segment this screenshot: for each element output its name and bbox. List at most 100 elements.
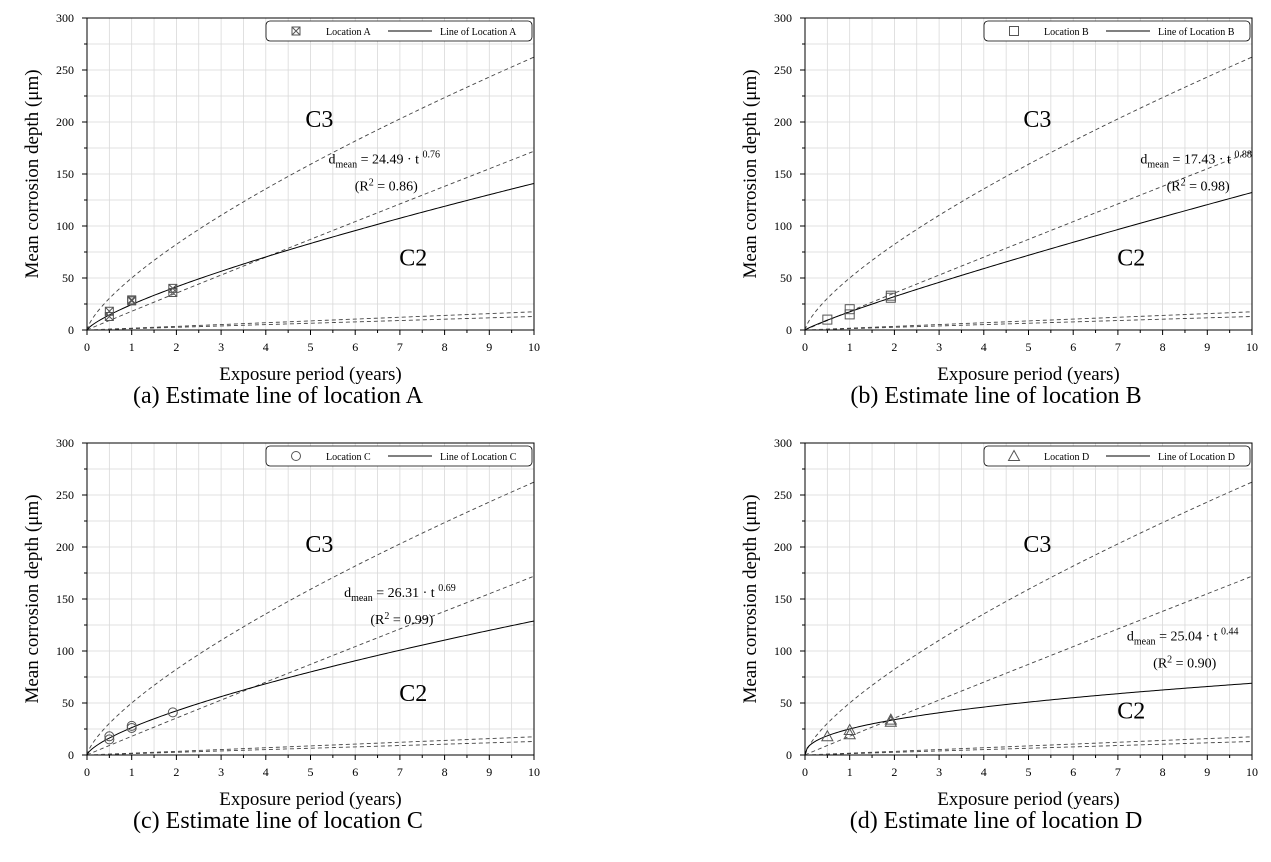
equation-symbol: d	[1127, 630, 1134, 645]
y-axis-label: Mean corrosion depth (μm)	[740, 69, 761, 278]
zone-label-c3: C3	[305, 532, 333, 558]
x-tick-label: 5	[308, 765, 314, 779]
x-tick-label: 9	[486, 765, 492, 779]
r2-close: = 0.90)	[1172, 657, 1216, 672]
equation-subscript: mean	[335, 160, 357, 171]
chart-panel-c: 0 1 2 3 4 5 6 7 8 9 10 0 50 100 150 200 250 300 Exposure p…	[0, 425, 620, 850]
category-boundary-line	[87, 311, 534, 330]
y-tick-label: 50	[62, 696, 74, 710]
data-point	[884, 715, 898, 727]
zone-label-c2: C2	[1117, 246, 1145, 272]
y-tick-label: 100	[56, 219, 74, 233]
x-tick-label: 1	[847, 765, 853, 779]
legend-marker	[291, 26, 301, 36]
plot-area	[805, 481, 1252, 755]
data-point	[821, 729, 834, 742]
equation-exponent: 0.44	[1221, 627, 1239, 638]
equation-subscript: mean	[1134, 637, 1156, 648]
equation-subscript: mean	[351, 593, 373, 604]
r2-open: (R	[1153, 657, 1168, 672]
y-tick-label: 0	[68, 748, 74, 762]
r2-annotation: (R2 = 0.86)	[355, 178, 418, 195]
r2-superscript: 2	[1167, 655, 1172, 666]
x-tick-label: 5	[308, 340, 314, 354]
x-tick-label: 4	[263, 765, 269, 779]
x-tick-label: 2	[173, 765, 179, 779]
zone-label-c2: C2	[399, 681, 427, 707]
chart-panel-a: 0 1 2 3 4 5 6 7 8 9 10 0 50 100 150 200 250 300 Exposure p…	[0, 0, 620, 425]
legend-marker	[1009, 26, 1019, 36]
x-tick-label: 5	[1026, 340, 1032, 354]
legend: Location C Line of Location C	[265, 445, 533, 467]
grid	[87, 18, 534, 330]
x-tick-label: 1	[129, 340, 135, 354]
r2-annotation: (R2 = 0.98)	[1167, 178, 1230, 195]
data-point	[843, 727, 857, 740]
x-tick-label: 0	[84, 765, 90, 779]
x-tick-label: 8	[1160, 340, 1166, 354]
y-tick-label: 0	[68, 323, 74, 337]
equation-symbol: d	[328, 153, 335, 168]
legend-label-line: Line of Location D	[1158, 452, 1235, 463]
r2-annotation: (R2 = 0.90)	[1153, 655, 1216, 672]
category-boundary-line	[87, 316, 534, 330]
equation-body: = 26.31 · t	[373, 586, 438, 601]
equation-symbol: d	[1140, 153, 1147, 168]
grid	[87, 443, 534, 755]
equation-annotation: dmean = 17.43 · t 0.88	[1140, 150, 1252, 171]
y-tick-label: 200	[56, 115, 74, 129]
category-boundary-line	[805, 736, 1252, 755]
y-tick-label: 250	[56, 63, 74, 77]
plot-area	[87, 56, 534, 330]
data-point	[104, 306, 114, 316]
r2-open: (R	[1167, 180, 1182, 195]
zone-label-c2: C2	[399, 246, 427, 272]
x-tick-label: 10	[1246, 765, 1258, 779]
equation-body: = 25.04 · t	[1156, 630, 1221, 645]
r2-annotation: (R2 = 0.99)	[370, 611, 433, 628]
x-tick-label: 7	[1115, 765, 1121, 779]
zone-label-c3: C3	[1023, 107, 1051, 133]
ticks	[800, 442, 1253, 760]
equation-exponent: 0.88	[1234, 150, 1252, 161]
category-boundary-line	[87, 150, 534, 330]
data-point	[127, 296, 137, 306]
y-tick-label: 50	[780, 271, 792, 285]
x-tick-label: 9	[1204, 765, 1210, 779]
caption-d: (d) Estimate line of location D	[849, 808, 1143, 834]
equation-exponent: 0.76	[423, 150, 441, 161]
data-point	[104, 731, 115, 742]
equation-body: = 24.49 · t	[357, 153, 422, 168]
y-tick-label: 300	[774, 436, 792, 450]
x-tick-label: 2	[891, 340, 897, 354]
data-point	[885, 290, 896, 301]
y-tick-label: 50	[62, 271, 74, 285]
fitted-line	[87, 182, 534, 330]
y-axis-label: Mean corrosion depth (μm)	[22, 494, 43, 703]
legend-marker	[291, 451, 301, 461]
y-tick-label: 300	[56, 11, 74, 25]
legend-label-points: Location D	[1044, 452, 1089, 463]
ticks	[800, 17, 1253, 335]
legend-label-points: Location C	[326, 452, 371, 463]
category-boundary-line	[87, 575, 534, 755]
x-tick-label: 6	[1070, 340, 1076, 354]
y-tick-label: 0	[786, 323, 792, 337]
equation-annotation: dmean = 26.31 · t 0.69	[344, 583, 456, 604]
y-tick-label: 250	[56, 488, 74, 502]
legend: Location B Line of Location B	[983, 20, 1251, 42]
x-tick-label: 4	[263, 340, 269, 354]
data-point	[844, 309, 855, 320]
x-tick-label: 9	[486, 340, 492, 354]
grid	[805, 18, 1252, 330]
category-boundary-line	[87, 56, 534, 330]
y-tick-label: 200	[774, 115, 792, 129]
legend: Location A Line of Location A	[265, 20, 533, 42]
x-tick-label: 7	[397, 340, 403, 354]
y-tick-label: 150	[56, 592, 74, 606]
equation-subscript: mean	[1147, 160, 1169, 171]
